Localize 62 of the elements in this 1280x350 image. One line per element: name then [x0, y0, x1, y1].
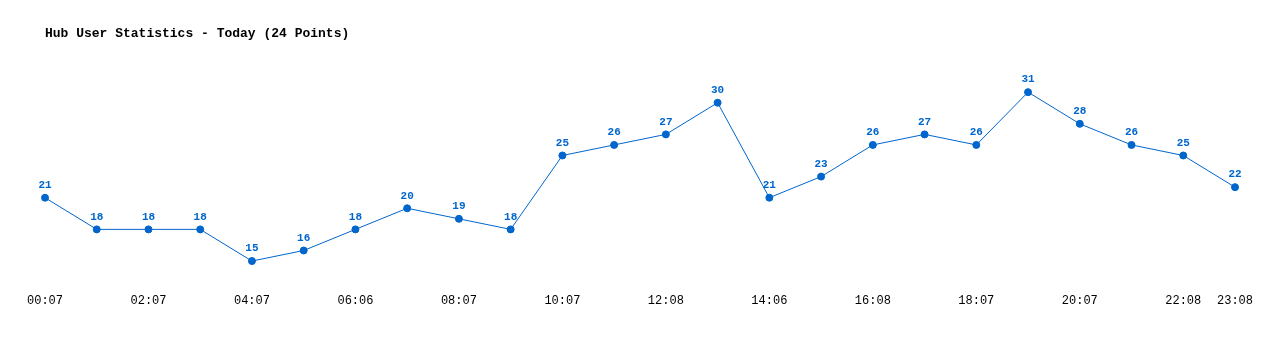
point: [765, 193, 774, 202]
data-label: 21: [762, 178, 777, 191]
data-label: 18: [90, 210, 104, 223]
x-tick-label: 08:07: [440, 293, 477, 308]
point: [144, 225, 153, 234]
data-label: 26: [866, 126, 880, 139]
data-label: 27: [917, 115, 932, 128]
point: [868, 140, 877, 149]
point: [1127, 140, 1136, 149]
point: [299, 246, 308, 255]
data-label: 18: [504, 210, 518, 223]
data-label: 26: [969, 126, 983, 139]
data-label: 15: [245, 242, 259, 255]
data-label: 27: [659, 115, 673, 128]
data-label: 23: [814, 157, 829, 170]
x-tick-label: 20:07: [1061, 293, 1098, 308]
point: [403, 204, 412, 213]
data-label: 26: [1124, 126, 1139, 139]
data-label: 31: [1021, 73, 1036, 86]
data-label: 30: [711, 83, 725, 96]
x-tick-label: 23:08: [1216, 293, 1254, 308]
point: [92, 225, 101, 234]
point: [1024, 88, 1033, 97]
point: [558, 151, 567, 160]
x-tick-label: 22:08: [1165, 293, 1202, 308]
data-label: 18: [193, 210, 208, 223]
data-label: 16: [297, 231, 311, 244]
point: [1075, 119, 1084, 128]
point: [351, 225, 360, 234]
point: [41, 193, 49, 202]
point: [454, 214, 463, 223]
point: [247, 257, 256, 266]
data-label: 25: [1176, 136, 1191, 149]
point: [817, 172, 826, 181]
x-tick-label: 10:07: [544, 293, 581, 308]
point: [610, 140, 619, 149]
x-tick-label: 12:08: [647, 293, 684, 308]
point: [1231, 183, 1239, 192]
data-label: 25: [555, 136, 570, 149]
point: [713, 98, 722, 107]
data-label: 18: [348, 210, 363, 223]
data-label: 22: [1228, 168, 1242, 181]
data-label: 18: [141, 210, 156, 223]
data-label: 28: [1073, 105, 1087, 118]
x-tick-label: 00:07: [26, 293, 64, 308]
point: [196, 225, 205, 234]
data-label: 20: [400, 189, 414, 202]
point: [972, 140, 981, 149]
point: [506, 225, 515, 234]
data-label: 26: [607, 126, 621, 139]
x-tick-label: 16:08: [854, 293, 891, 308]
data-label: 19: [452, 200, 466, 213]
data-label: 21: [38, 178, 52, 191]
x-tick-label: 02:07: [130, 293, 167, 308]
chart-title: Hub User Statistics - Today (24 Points): [45, 26, 350, 42]
point: [661, 130, 670, 139]
x-tick-label: 04:07: [233, 293, 270, 308]
x-tick-label: 18:07: [958, 293, 995, 308]
x-tick-label: 06:06: [337, 293, 374, 308]
x-tick-label: 14:06: [751, 293, 788, 308]
point: [1179, 151, 1188, 160]
point: [920, 130, 929, 139]
